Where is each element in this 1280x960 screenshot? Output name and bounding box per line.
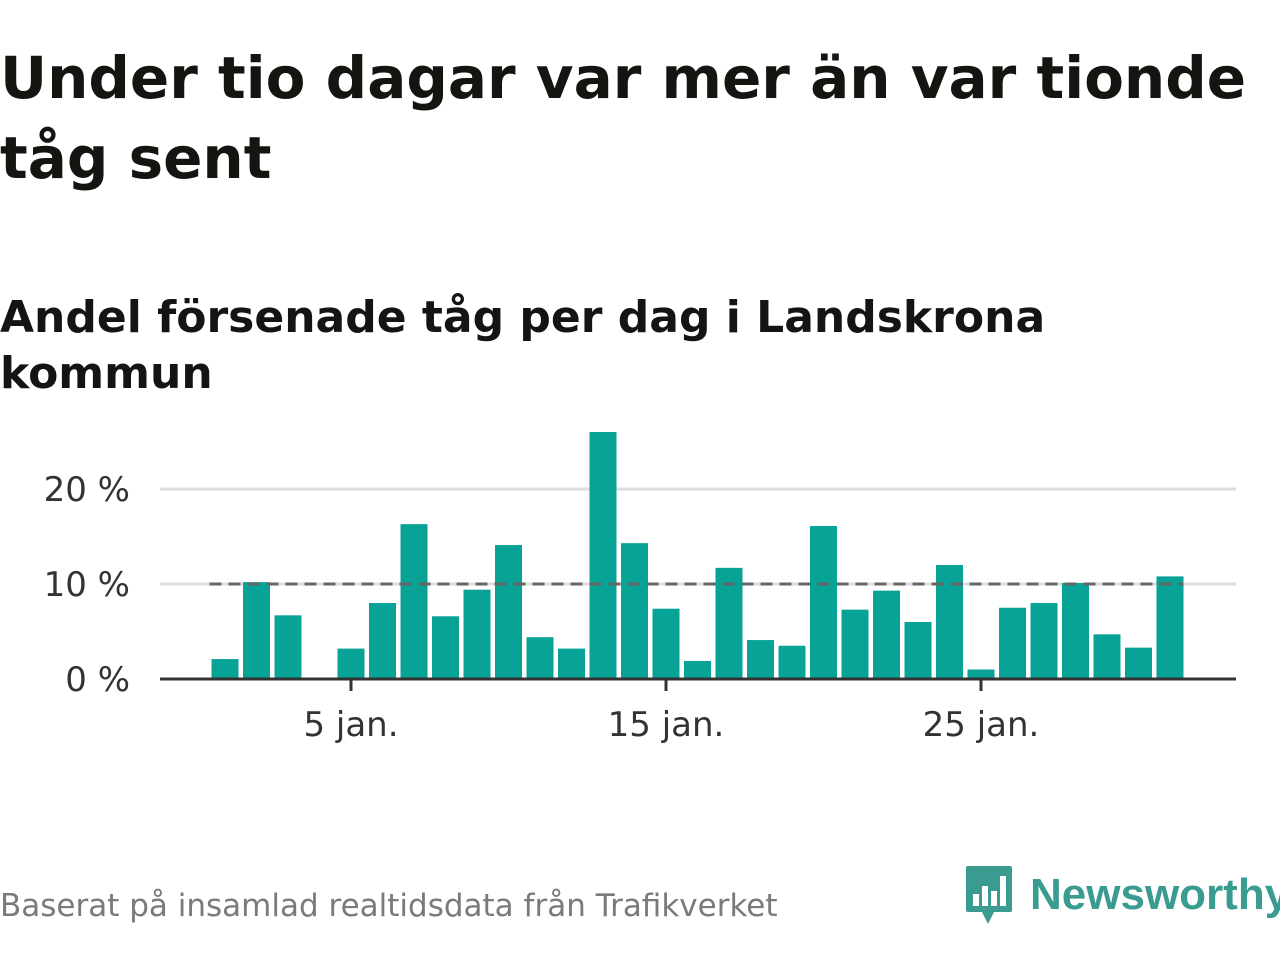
x-axis-ticks: 5 jan. 15 jan. 25 jan.: [303, 679, 1039, 745]
bar: [526, 637, 554, 679]
bar-chart: 0 % 10 % 20 % 5 jan. 15 jan. 25 jan.: [44, 432, 1236, 745]
bar: [652, 608, 680, 679]
bar: [715, 567, 743, 679]
y-tick-label: 0 %: [65, 660, 130, 700]
bars: [211, 432, 1184, 679]
y-tick-label: 10 %: [44, 565, 130, 605]
bar: [999, 607, 1026, 679]
y-tick-label: 20 %: [44, 470, 130, 510]
newsworthy-logo-icon: [966, 866, 1012, 924]
bar: [369, 603, 396, 679]
bar: [967, 669, 995, 679]
bar: [432, 616, 459, 679]
bar: [400, 524, 428, 679]
y-axis-labels: 0 % 10 % 20 %: [44, 470, 130, 700]
bar: [337, 648, 365, 679]
bar: [1156, 576, 1184, 679]
bar: [778, 645, 806, 679]
bar: [243, 582, 270, 679]
bar: [1062, 583, 1089, 679]
bar: [1125, 647, 1152, 679]
source-note: Baserat på insamlad realtidsdata från Tr…: [0, 888, 778, 924]
chart-subtitle: Andel försenade tåg per dag i Landskrona…: [0, 292, 1046, 399]
bar: [873, 590, 900, 679]
bar: [463, 589, 491, 679]
bar: [558, 648, 585, 679]
x-tick-label: 5 jan.: [303, 705, 398, 745]
bar: [810, 526, 837, 679]
bar: [274, 615, 302, 679]
bar: [589, 432, 617, 679]
bar: [1030, 603, 1058, 679]
bar: [211, 659, 239, 679]
bar: [904, 622, 932, 679]
bar: [936, 565, 963, 679]
bar: [495, 545, 522, 679]
bar: [621, 543, 648, 679]
bar: [1093, 634, 1121, 679]
bar: [841, 609, 869, 679]
x-tick-label: 25 jan.: [923, 705, 1040, 745]
brand-logo[interactable]: Newsworthy: [964, 862, 1280, 928]
x-tick-label: 15 jan.: [608, 705, 725, 745]
bar: [684, 660, 711, 679]
brand-name: Newsworthy: [1030, 870, 1280, 919]
gridlines: [160, 487, 1236, 586]
bar: [747, 640, 774, 679]
chart-title: Under tio dagar var mer än var tionde tå…: [0, 44, 1247, 192]
